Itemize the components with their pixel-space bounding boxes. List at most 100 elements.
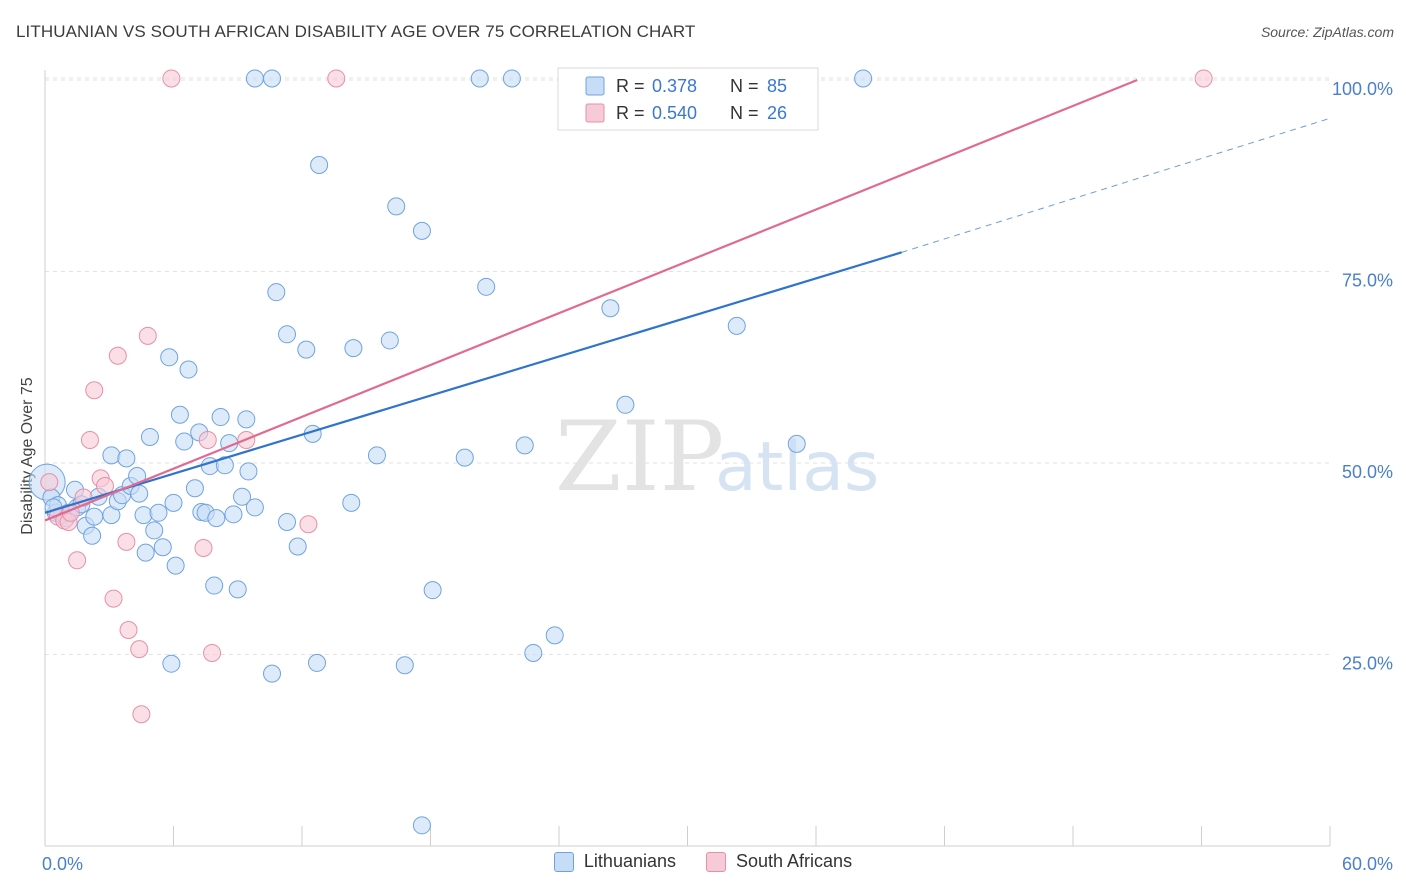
point-lithuanians	[278, 512, 297, 531]
point-lithuanians	[164, 493, 183, 512]
point-south-africans	[198, 431, 217, 450]
point-lithuanians	[207, 509, 226, 528]
trend-lines	[44, 78, 1331, 522]
point-lithuanians	[245, 498, 264, 517]
stats-n-label: N =	[730, 76, 759, 96]
point-south-africans	[85, 381, 104, 400]
legend-label-lithuanians: Lithuanians	[583, 851, 676, 871]
point-south-africans	[194, 539, 213, 558]
point-lithuanians	[297, 340, 316, 359]
point-lithuanians	[412, 221, 431, 240]
gridlines	[45, 77, 1330, 655]
point-lithuanians	[515, 436, 534, 455]
stats-n-value: 26	[767, 103, 787, 123]
trend-line-south-africans	[44, 78, 1138, 522]
point-lithuanians	[601, 299, 620, 318]
point-lithuanians	[136, 543, 155, 562]
stats-r-value: 0.540	[652, 103, 697, 123]
point-lithuanians	[367, 446, 386, 465]
point-lithuanians	[854, 69, 873, 88]
axes	[44, 70, 1331, 847]
point-lithuanians	[502, 69, 521, 88]
point-lithuanians	[224, 505, 243, 524]
point-lithuanians	[215, 456, 234, 475]
point-lithuanians	[134, 506, 153, 525]
point-lithuanians	[470, 69, 489, 88]
point-lithuanians	[205, 576, 224, 595]
point-lithuanians	[310, 156, 329, 175]
point-south-africans	[162, 69, 181, 88]
point-south-africans	[119, 620, 138, 639]
stats-r-value: 0.378	[652, 76, 697, 96]
point-lithuanians	[117, 449, 136, 468]
y-tick-label: 50.0%	[1342, 462, 1393, 482]
point-lithuanians	[344, 339, 363, 358]
y-tick-label: 100.0%	[1332, 79, 1393, 99]
point-lithuanians	[380, 331, 399, 350]
point-lithuanians	[477, 277, 496, 296]
point-lithuanians	[239, 462, 258, 481]
x-tick-label: 0.0%	[42, 854, 83, 874]
point-lithuanians	[616, 395, 635, 414]
point-lithuanians	[263, 69, 282, 88]
point-lithuanians	[278, 325, 297, 344]
y-tick-label: 75.0%	[1342, 271, 1393, 291]
point-south-africans	[132, 705, 151, 724]
point-lithuanians	[153, 538, 172, 557]
point-lithuanians	[149, 503, 168, 522]
point-lithuanians	[524, 643, 543, 662]
point-south-africans	[327, 69, 346, 88]
point-south-africans	[40, 473, 59, 492]
trend-line-lithuanians-extension	[901, 117, 1331, 253]
point-lithuanians	[228, 580, 247, 599]
point-south-africans	[203, 643, 222, 662]
point-lithuanians	[307, 653, 326, 672]
point-south-africans	[117, 532, 136, 551]
stats-n-value: 85	[767, 76, 787, 96]
point-lithuanians	[83, 526, 102, 545]
point-lithuanians	[387, 197, 406, 216]
point-south-africans	[1194, 69, 1213, 88]
stats-legend: R = 0.378 N = 85 R = 0.540 N = 26	[557, 67, 819, 131]
stats-r-label: R =	[616, 103, 645, 123]
point-lithuanians	[166, 556, 185, 575]
point-lithuanians	[179, 360, 198, 379]
point-south-africans	[68, 551, 87, 570]
stats-swatch	[585, 76, 605, 96]
point-lithuanians	[145, 521, 164, 540]
point-lithuanians	[102, 446, 121, 465]
stats-r-label: R =	[616, 76, 645, 96]
point-lithuanians	[263, 664, 282, 683]
x-tick-label: 60.0%	[1342, 854, 1393, 874]
point-lithuanians	[395, 656, 414, 675]
point-lithuanians	[342, 493, 361, 512]
point-south-africans	[130, 640, 149, 659]
point-lithuanians	[412, 816, 431, 835]
point-lithuanians	[245, 69, 264, 88]
point-lithuanians	[162, 654, 181, 673]
point-lithuanians	[211, 408, 230, 427]
point-lithuanians	[185, 479, 204, 498]
point-lithuanians	[233, 487, 252, 506]
point-south-africans	[104, 589, 123, 608]
legend-swatch-lithuanians	[553, 851, 574, 872]
legend-label-south-africans: South Africans	[736, 851, 853, 871]
trend-line-lithuanians	[44, 251, 902, 514]
point-lithuanians	[175, 432, 194, 451]
point-lithuanians	[267, 283, 286, 302]
point-lithuanians	[85, 507, 104, 526]
point-south-africans	[108, 346, 127, 365]
point-lithuanians	[727, 316, 746, 335]
point-south-africans	[299, 515, 318, 534]
tick-labels: 25.0% 50.0% 75.0% 100.0% 0.0% 60.0%	[42, 79, 1393, 874]
point-lithuanians	[423, 581, 442, 600]
watermark: ZIP atlas	[555, 401, 879, 513]
legend-item-lithuanians[interactable]: Lithuanians	[553, 851, 676, 872]
series-legend: Lithuanians South Africans	[0, 851, 1406, 872]
chart-source: Source: ZipAtlas.com	[1260, 24, 1394, 40]
legend-item-south-africans[interactable]: South Africans	[706, 851, 852, 872]
stats-n-label: N =	[730, 103, 759, 123]
point-lithuanians	[160, 348, 179, 367]
point-lithuanians	[237, 410, 256, 429]
